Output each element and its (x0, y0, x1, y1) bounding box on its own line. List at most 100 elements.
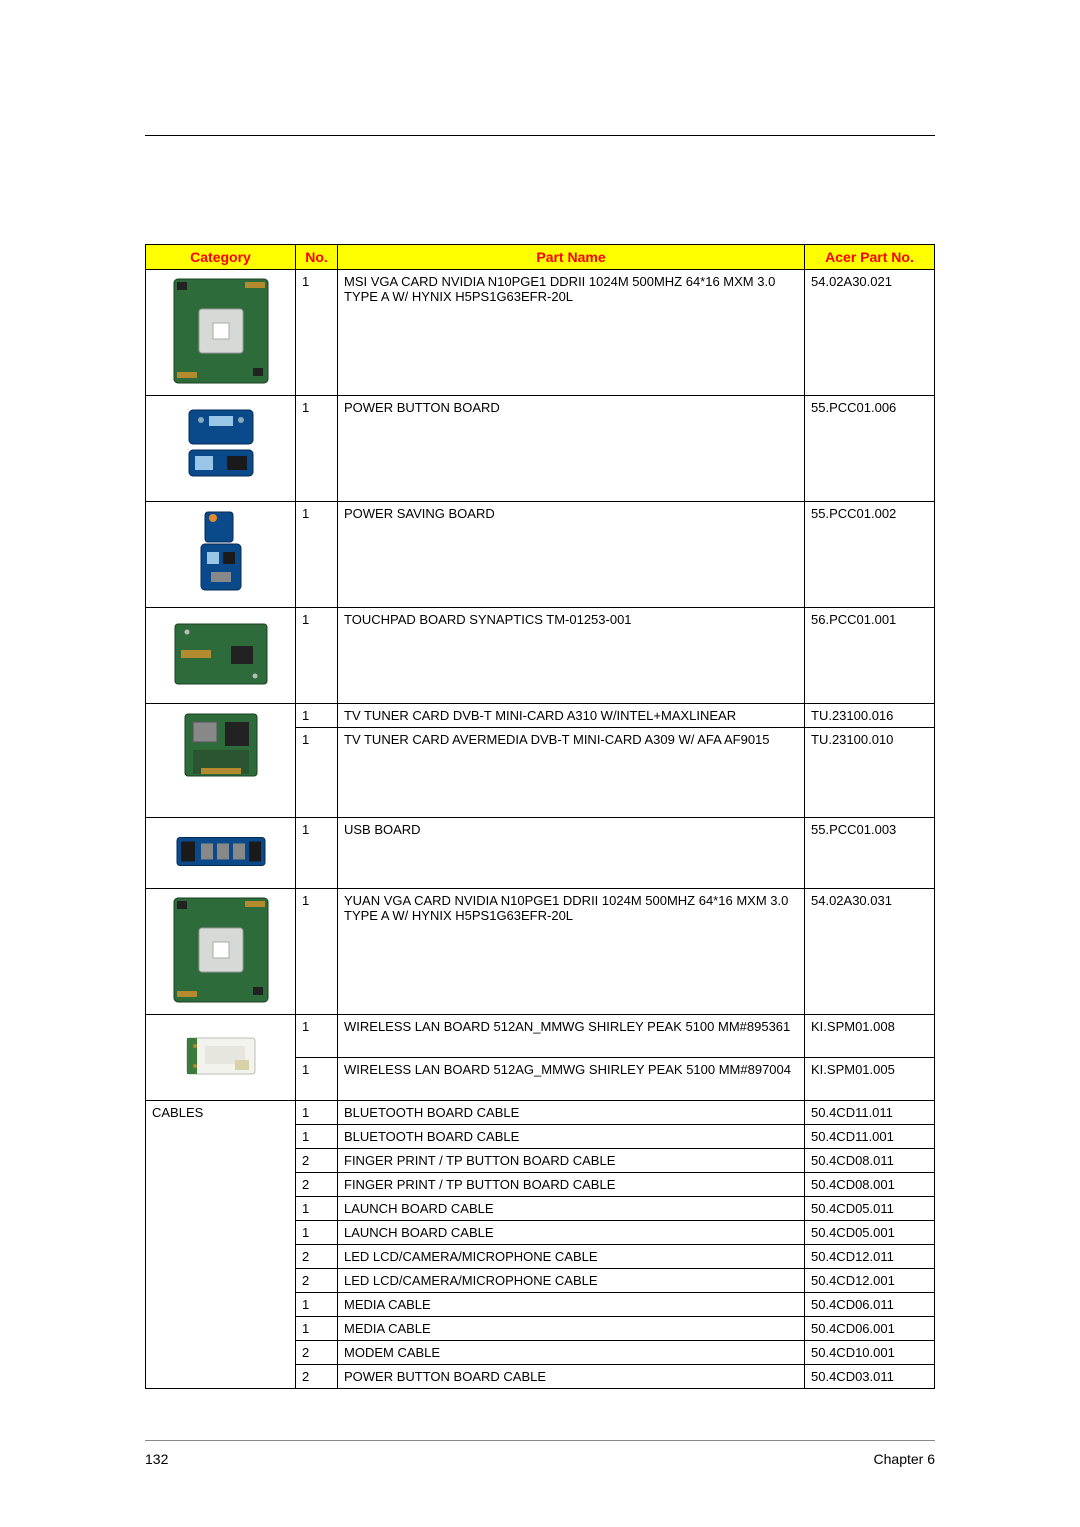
partname-cell: MODEM CABLE (338, 1341, 805, 1365)
partno-cell: 50.4CD08.011 (805, 1149, 935, 1173)
category-cell (146, 608, 296, 704)
category-cell (146, 270, 296, 396)
parts-table: Category No. Part Name Acer Part No. 1MS… (145, 244, 935, 1389)
top-rule (145, 135, 935, 136)
partno-cell: 50.4CD06.011 (805, 1293, 935, 1317)
no-cell: 1 (296, 818, 338, 889)
partno-cell: KI.SPM01.005 (805, 1058, 935, 1101)
table-row: 1TOUCHPAD BOARD SYNAPTICS TM-01253-00156… (146, 608, 935, 704)
partno-cell: 50.4CD10.001 (805, 1341, 935, 1365)
usb_board-icon (171, 824, 271, 879)
no-cell: 2 (296, 1269, 338, 1293)
col-no: No. (296, 245, 338, 270)
partname-cell: LED LCD/CAMERA/MICROPHONE CABLE (338, 1245, 805, 1269)
no-cell: 1 (296, 1101, 338, 1125)
partname-cell: LAUNCH BOARD CABLE (338, 1197, 805, 1221)
category-cell (146, 502, 296, 608)
partname-cell: POWER BUTTON BOARD (338, 396, 805, 502)
table-row: 1TV TUNER CARD DVB-T MINI-CARD A310 W/IN… (146, 704, 935, 728)
table-body: 1MSI VGA CARD NVIDIA N10PGE1 DDRII 1024M… (146, 270, 935, 1389)
no-cell: 1 (296, 608, 338, 704)
partname-cell: BLUETOOTH BOARD CABLE (338, 1101, 805, 1125)
no-cell: 1 (296, 1015, 338, 1058)
partno-cell: 50.4CD12.011 (805, 1245, 935, 1269)
partname-cell: TOUCHPAD BOARD SYNAPTICS TM-01253-001 (338, 608, 805, 704)
partno-cell: TU.23100.010 (805, 728, 935, 818)
partname-cell: POWER SAVING BOARD (338, 502, 805, 608)
partno-cell: 54.02A30.021 (805, 270, 935, 396)
no-cell: 1 (296, 1125, 338, 1149)
table-header: Category No. Part Name Acer Part No. (146, 245, 935, 270)
page-footer: 132 Chapter 6 (145, 1440, 935, 1467)
category-cell (146, 889, 296, 1015)
vga_card2-icon (171, 895, 271, 1005)
partno-cell: TU.23100.016 (805, 704, 935, 728)
partno-cell: 55.PCC01.003 (805, 818, 935, 889)
table-row: 1MSI VGA CARD NVIDIA N10PGE1 DDRII 1024M… (146, 270, 935, 396)
no-cell: 1 (296, 270, 338, 396)
partno-cell: KI.SPM01.008 (805, 1015, 935, 1058)
no-cell: 1 (296, 502, 338, 608)
partno-cell: 54.02A30.031 (805, 889, 935, 1015)
touchpad_board-icon (171, 614, 271, 694)
tv_tuner-icon (171, 710, 271, 780)
partname-cell: YUAN VGA CARD NVIDIA N10PGE1 DDRII 1024M… (338, 889, 805, 1015)
no-cell: 1 (296, 396, 338, 502)
category-cell (146, 396, 296, 502)
no-cell: 2 (296, 1341, 338, 1365)
page-number: 132 (145, 1451, 168, 1467)
no-cell: 2 (296, 1245, 338, 1269)
no-cell: 1 (296, 1317, 338, 1341)
partname-cell: LED LCD/CAMERA/MICROPHONE CABLE (338, 1269, 805, 1293)
partname-cell: MEDIA CABLE (338, 1317, 805, 1341)
no-cell: 2 (296, 1149, 338, 1173)
no-cell: 2 (296, 1365, 338, 1389)
table-row: 1WIRELESS LAN BOARD 512AN_MMWG SHIRLEY P… (146, 1015, 935, 1058)
partno-cell: 50.4CD03.011 (805, 1365, 935, 1389)
partno-cell: 50.4CD05.011 (805, 1197, 935, 1221)
vga_card-icon (171, 276, 271, 386)
table-row: 1USB BOARD55.PCC01.003 (146, 818, 935, 889)
power_saving_board-icon (171, 508, 271, 598)
partno-cell: 55.PCC01.006 (805, 396, 935, 502)
table-row: 1POWER SAVING BOARD55.PCC01.002 (146, 502, 935, 608)
partname-cell: FINGER PRINT / TP BUTTON BOARD CABLE (338, 1149, 805, 1173)
no-cell: 1 (296, 1197, 338, 1221)
category-cell: CABLES (146, 1101, 296, 1389)
partno-cell: 50.4CD11.011 (805, 1101, 935, 1125)
partname-cell: BLUETOOTH BOARD CABLE (338, 1125, 805, 1149)
col-category: Category (146, 245, 296, 270)
chapter-label: Chapter 6 (874, 1451, 935, 1467)
partno-cell: 56.PCC01.001 (805, 608, 935, 704)
category-cell (146, 818, 296, 889)
partno-cell: 50.4CD08.001 (805, 1173, 935, 1197)
partno-cell: 50.4CD06.001 (805, 1317, 935, 1341)
partname-cell: MEDIA CABLE (338, 1293, 805, 1317)
no-cell: 1 (296, 728, 338, 818)
partname-cell: TV TUNER CARD AVERMEDIA DVB-T MINI-CARD … (338, 728, 805, 818)
page: Category No. Part Name Acer Part No. 1MS… (0, 0, 1080, 1527)
partname-cell: FINGER PRINT / TP BUTTON BOARD CABLE (338, 1173, 805, 1197)
category-cell (146, 1015, 296, 1101)
no-cell: 1 (296, 1058, 338, 1101)
partno-cell: 50.4CD12.001 (805, 1269, 935, 1293)
partno-cell: 55.PCC01.002 (805, 502, 935, 608)
partno-cell: 50.4CD11.001 (805, 1125, 935, 1149)
partname-cell: LAUNCH BOARD CABLE (338, 1221, 805, 1245)
no-cell: 1 (296, 1293, 338, 1317)
footer-rule (145, 1440, 935, 1441)
no-cell: 1 (296, 704, 338, 728)
partname-cell: TV TUNER CARD DVB-T MINI-CARD A310 W/INT… (338, 704, 805, 728)
col-partname: Part Name (338, 245, 805, 270)
wlan_card-icon (171, 1021, 271, 1091)
no-cell: 1 (296, 889, 338, 1015)
partname-cell: WIRELESS LAN BOARD 512AG_MMWG SHIRLEY PE… (338, 1058, 805, 1101)
partname-cell: WIRELESS LAN BOARD 512AN_MMWG SHIRLEY PE… (338, 1015, 805, 1058)
no-cell: 2 (296, 1173, 338, 1197)
table-row: 1POWER BUTTON BOARD55.PCC01.006 (146, 396, 935, 502)
partname-cell: MSI VGA CARD NVIDIA N10PGE1 DDRII 1024M … (338, 270, 805, 396)
no-cell: 1 (296, 1221, 338, 1245)
category-cell (146, 704, 296, 818)
partname-cell: USB BOARD (338, 818, 805, 889)
table-row: CABLES1BLUETOOTH BOARD CABLE50.4CD11.011 (146, 1101, 935, 1125)
